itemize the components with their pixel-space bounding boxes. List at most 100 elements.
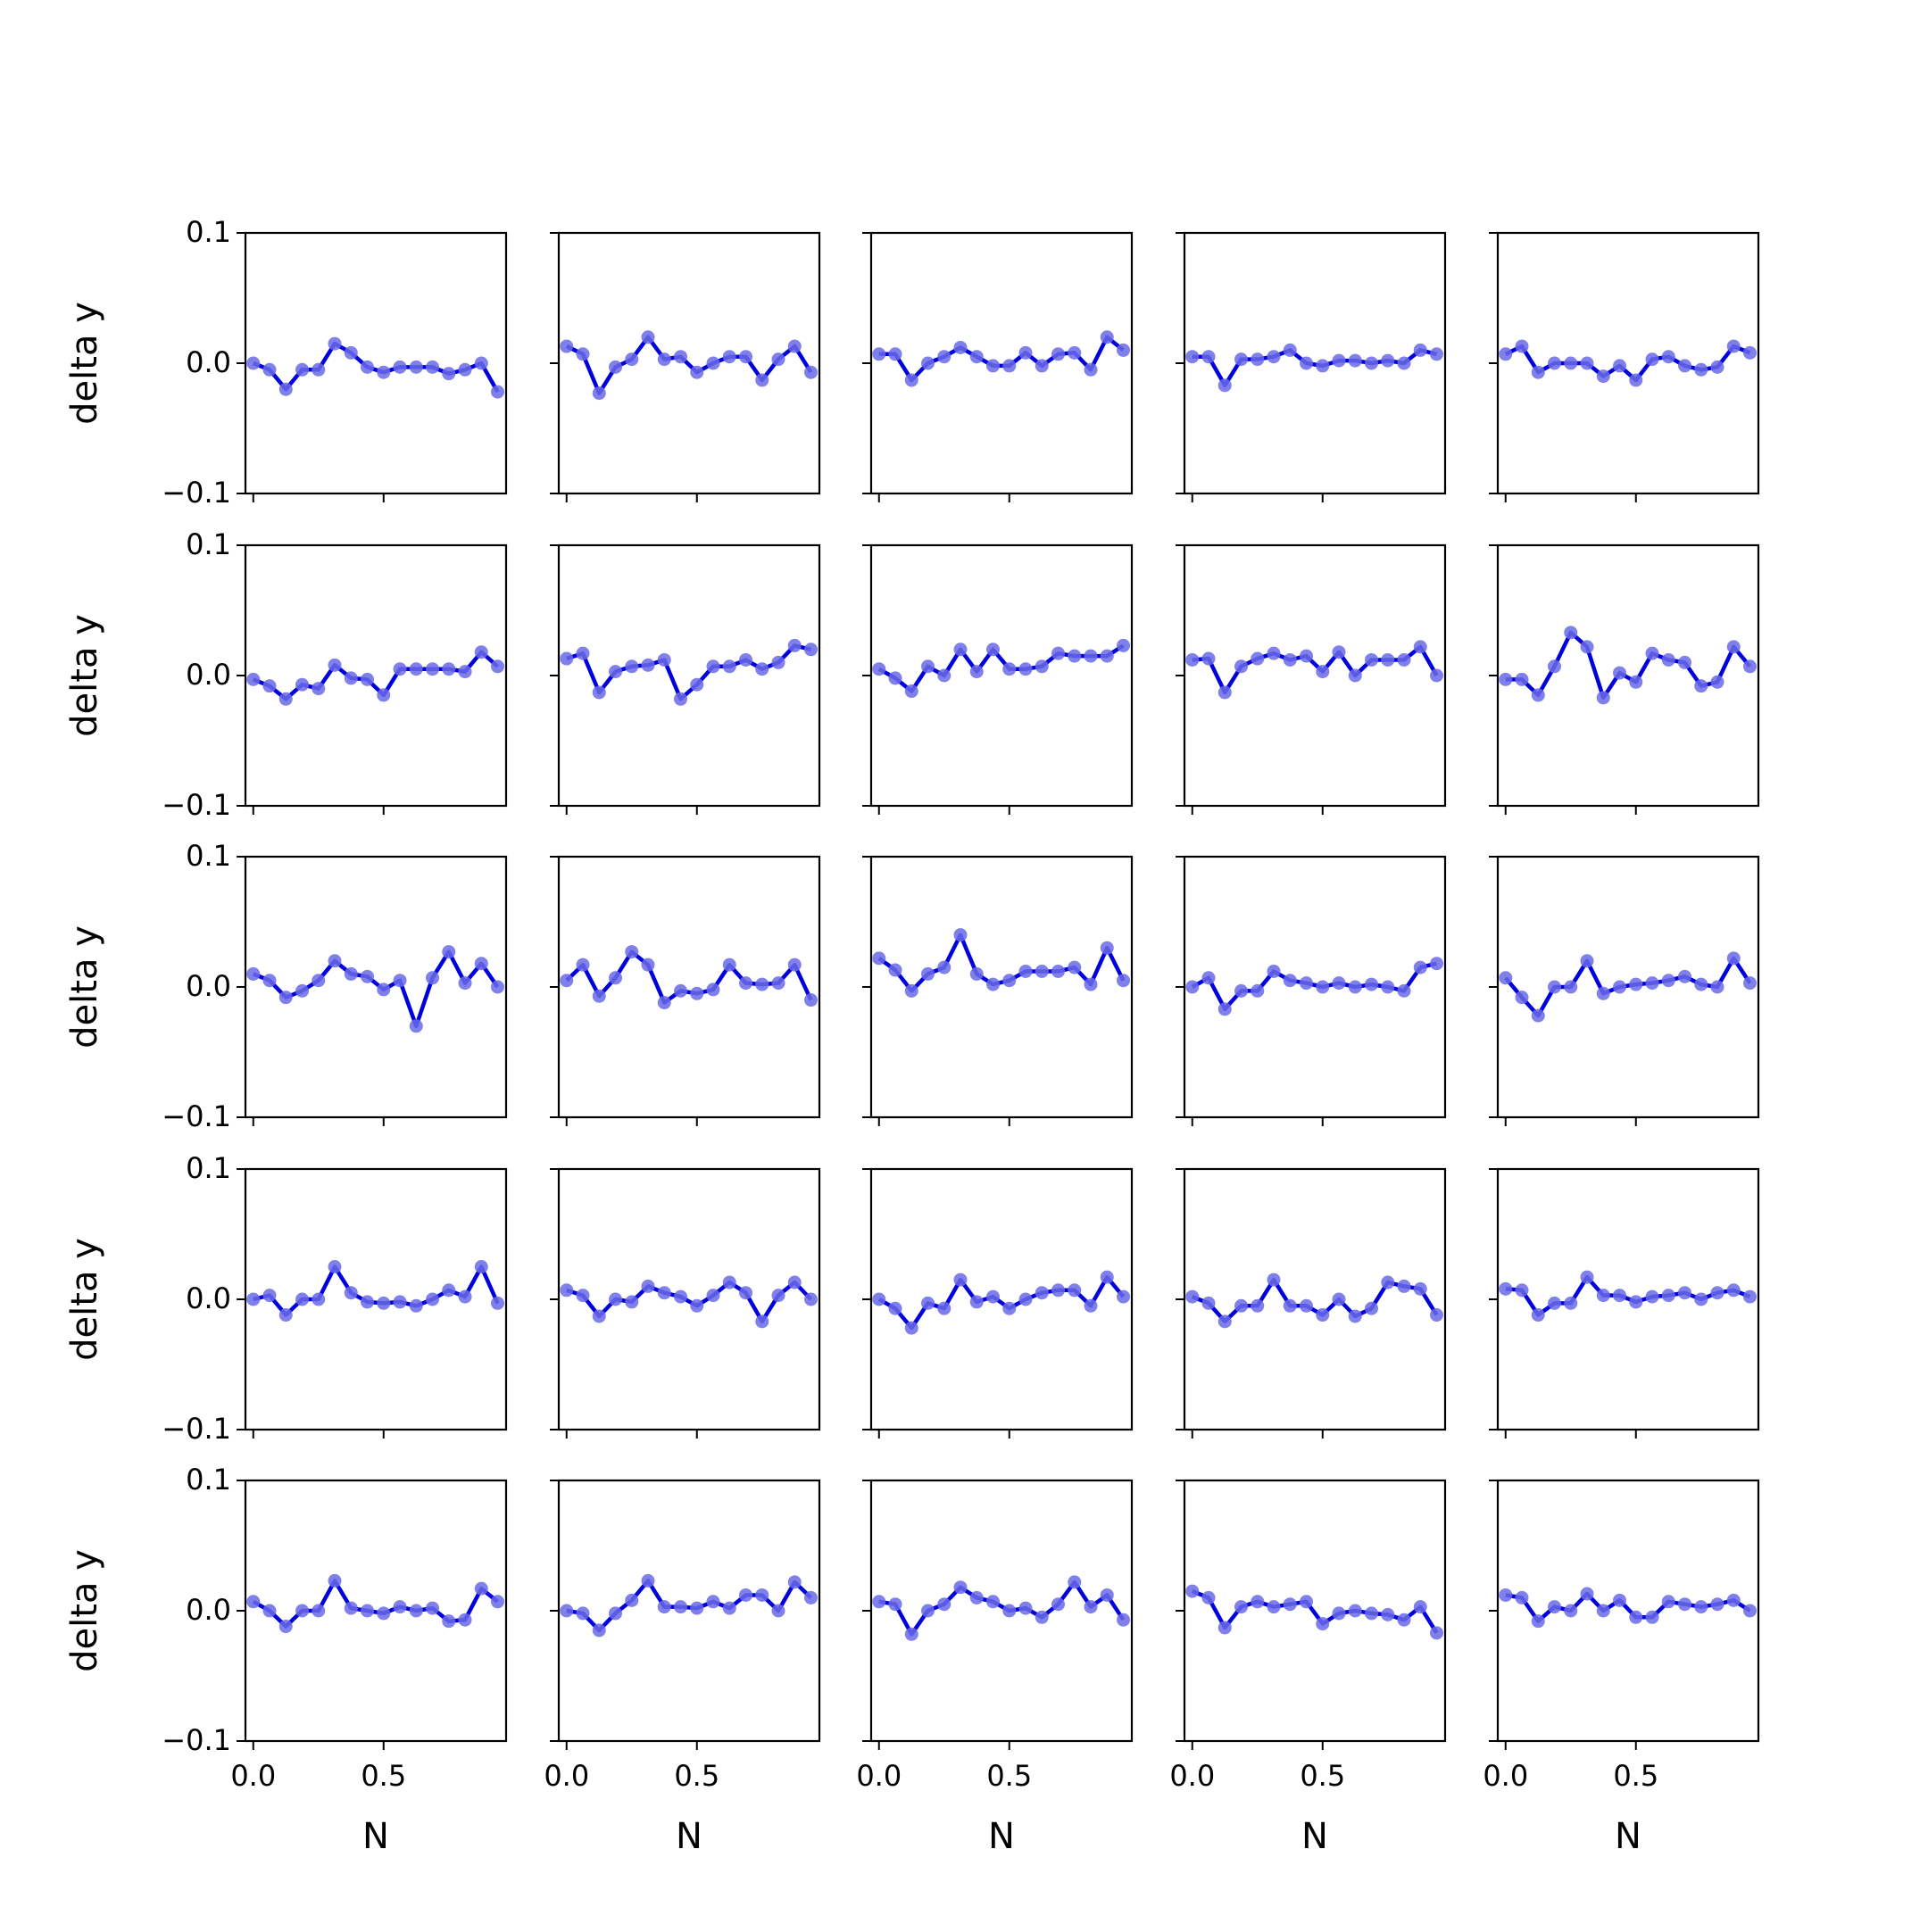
x-tick-label: 0.0 — [1169, 1759, 1215, 1793]
series-line — [252, 1579, 499, 1629]
data-point — [1596, 691, 1610, 705]
data-point — [1397, 356, 1411, 370]
subplot-r2-c3 — [862, 543, 1134, 815]
data-point — [1743, 659, 1758, 674]
data-point — [344, 1601, 358, 1615]
data-point — [1217, 1314, 1232, 1329]
y-tick-label: 0.0 — [186, 658, 231, 692]
data-point — [1084, 362, 1098, 377]
data-point — [491, 980, 505, 994]
data-point — [1531, 365, 1545, 379]
data-point — [739, 1286, 753, 1300]
data-point — [1316, 1308, 1330, 1323]
series-line — [1504, 344, 1751, 383]
data-point — [1018, 1601, 1033, 1615]
series-line — [878, 1580, 1126, 1637]
data-point — [1117, 1289, 1131, 1304]
data-point — [1515, 339, 1529, 353]
data-point — [1726, 339, 1741, 353]
data-point — [1397, 983, 1411, 998]
data-point — [361, 360, 375, 374]
data-point — [1548, 1296, 1562, 1310]
data-point — [1596, 369, 1610, 384]
y-tick-label: 0.1 — [186, 1151, 231, 1185]
data-point — [1117, 974, 1131, 988]
data-point — [1316, 1617, 1330, 1631]
data-point — [872, 662, 886, 676]
data-point — [1397, 652, 1411, 667]
data-point — [755, 977, 769, 991]
data-point — [969, 966, 984, 981]
y-axis-label: delta y — [64, 1238, 105, 1361]
data-point — [1499, 1588, 1513, 1602]
data-point — [1084, 1600, 1098, 1614]
data-point — [1430, 347, 1444, 361]
data-point — [986, 1289, 1001, 1304]
data-point — [1381, 980, 1395, 994]
data-point — [1051, 1283, 1066, 1298]
data-point — [1201, 1590, 1216, 1604]
data-point — [278, 1620, 293, 1634]
subplot-r2-c2 — [550, 543, 821, 815]
data-point — [1332, 1606, 1346, 1621]
data-point — [1413, 1600, 1427, 1614]
data-point — [937, 668, 952, 683]
data-point — [1002, 359, 1017, 373]
subplot-r3-c4 — [1176, 855, 1447, 1126]
series-line — [566, 1280, 813, 1324]
data-point — [393, 360, 407, 374]
data-point — [262, 362, 277, 377]
data-point — [278, 692, 293, 706]
data-point — [1499, 1281, 1513, 1296]
x-tick-label: 0.5 — [1300, 1759, 1345, 1793]
x-axis-label: N — [1301, 1816, 1328, 1857]
data-point — [592, 386, 606, 401]
data-point — [474, 1581, 488, 1596]
data-point — [986, 359, 1001, 373]
y-axis-label: delta y — [64, 614, 105, 737]
subplot-r1-c5 — [1489, 231, 1760, 502]
data-point — [921, 966, 935, 981]
y-tick-label: −0.1 — [162, 1723, 231, 1757]
y-tick-label: 0.1 — [186, 527, 231, 561]
data-point — [804, 1590, 819, 1604]
data-point — [377, 688, 391, 702]
data-point — [1283, 652, 1297, 667]
data-point — [888, 1597, 902, 1612]
data-point — [706, 659, 720, 674]
data-point — [1068, 345, 1082, 360]
data-point — [1251, 1595, 1265, 1609]
series-line — [1504, 956, 1752, 1018]
data-point — [690, 365, 704, 379]
data-point — [1332, 976, 1346, 991]
data-point — [442, 945, 456, 959]
series-line — [252, 949, 500, 1029]
data-point — [1068, 1283, 1082, 1298]
data-point — [706, 983, 720, 997]
data-point — [921, 356, 935, 370]
data-point — [937, 1301, 952, 1315]
subplot-r1-c3 — [862, 231, 1134, 502]
data-point — [937, 350, 952, 364]
data-point — [1348, 353, 1362, 368]
data-point — [442, 662, 456, 676]
data-point — [262, 974, 277, 988]
data-point — [1413, 640, 1427, 654]
data-point — [1100, 330, 1114, 344]
data-point — [312, 1292, 326, 1306]
data-point — [344, 345, 358, 360]
data-point — [1316, 665, 1330, 679]
data-point — [560, 651, 574, 666]
data-point — [921, 1296, 935, 1310]
y-tick-label: −0.1 — [162, 476, 231, 510]
data-point — [1413, 343, 1427, 357]
data-point — [1645, 1289, 1659, 1304]
data-point — [1580, 1270, 1594, 1284]
data-point — [1283, 1597, 1297, 1612]
data-point — [771, 1604, 785, 1618]
data-point — [361, 672, 375, 686]
data-point — [1002, 1301, 1017, 1315]
data-point — [1694, 977, 1708, 991]
axes-frame — [1183, 1167, 1447, 1431]
data-point — [1035, 1610, 1049, 1624]
